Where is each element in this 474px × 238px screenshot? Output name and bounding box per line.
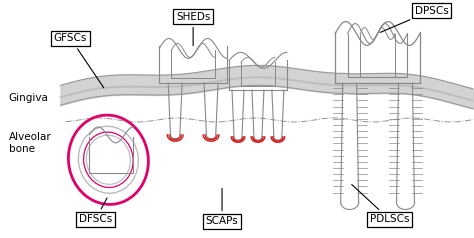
Text: SHEDs: SHEDs: [176, 12, 210, 46]
Text: Alveolar
bone: Alveolar bone: [9, 132, 51, 154]
Text: Gingiva: Gingiva: [9, 93, 48, 103]
Text: DFSCs: DFSCs: [79, 198, 112, 224]
Text: GFSCs: GFSCs: [54, 34, 104, 88]
Text: SCAPs: SCAPs: [206, 188, 238, 226]
Text: PDLSCs: PDLSCs: [352, 184, 410, 224]
Text: DPSCs: DPSCs: [380, 6, 448, 32]
